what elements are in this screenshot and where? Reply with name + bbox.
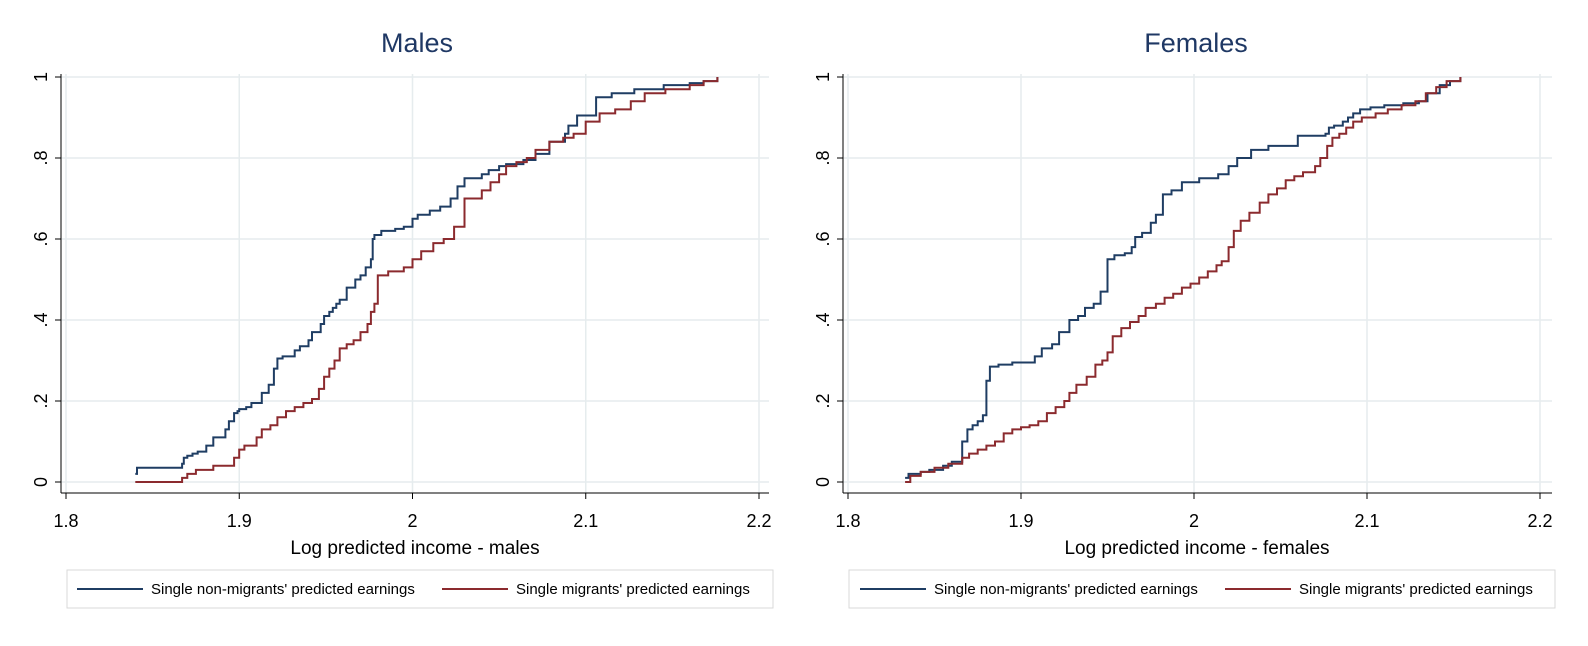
x-tick-label: 1.9 [227, 511, 252, 531]
y-tick-label: .8 [31, 150, 51, 165]
x-tick-label: 1.8 [53, 511, 78, 531]
legend-label-non-migrants: Single non-migrants' predicted earnings [934, 581, 1198, 598]
x-ticks: 1.8 1.9 2 2.1 2.2 [835, 493, 1553, 531]
chart-panel-females: Females 0 .2 .4 .6 .8 1 1.8 1.9 2 2.1 2.2 Log pre… [813, 28, 1556, 609]
y-ticks: 0 .2 .4 .6 .8 1 [31, 72, 61, 487]
y-tick-label: 1 [31, 72, 51, 82]
series-line-non-migrants [905, 77, 1462, 479]
series [135, 77, 719, 483]
y-tick-label: 0 [813, 477, 833, 487]
y-tick-label: 1 [813, 72, 833, 82]
grid [61, 74, 769, 493]
y-tick-label: .2 [31, 393, 51, 408]
x-ticks: 1.8 1.9 2 2.1 2.2 [53, 493, 772, 531]
chart-panel-males: Males 0 .2 .4 .6 .8 1 1.8 1.9 2 2.1 2.2 Log predi… [31, 28, 774, 609]
y-tick-label: 0 [31, 477, 51, 487]
y-tick-label: .2 [813, 393, 833, 408]
x-tick-label: 1.9 [1008, 511, 1033, 531]
chart-title: Females [1144, 28, 1248, 58]
y-ticks: 0 .2 .4 .6 .8 1 [813, 72, 843, 487]
axes [842, 74, 1552, 494]
y-tick-label: .4 [813, 312, 833, 327]
y-tick-label: .6 [813, 231, 833, 246]
series-line-non-migrants [135, 77, 719, 475]
chart-title: Males [381, 28, 453, 58]
x-tick-label: 2.2 [1527, 511, 1552, 531]
series-line-migrants [905, 77, 1462, 483]
legend-label-non-migrants: Single non-migrants' predicted earnings [151, 581, 415, 598]
legend: Single non-migrants' predicted earnings … [848, 569, 1556, 609]
y-tick-label: .6 [31, 231, 51, 246]
legend-label-migrants: Single migrants' predicted earnings [1299, 581, 1533, 598]
x-axis-title: Log predicted income - males [290, 538, 539, 559]
x-axis-title: Log predicted income - females [1064, 538, 1329, 559]
legend-box [848, 569, 1556, 609]
x-tick-label: 2.1 [1354, 511, 1379, 531]
x-tick-label: 2 [407, 511, 417, 531]
series [905, 77, 1462, 483]
y-tick-label: .8 [813, 150, 833, 165]
x-tick-label: 1.8 [835, 511, 860, 531]
legend-label-migrants: Single migrants' predicted earnings [516, 581, 750, 598]
x-tick-label: 2 [1189, 511, 1199, 531]
series-line-migrants [135, 77, 719, 483]
legend: Single non-migrants' predicted earnings … [66, 569, 774, 609]
y-tick-label: .4 [31, 312, 51, 327]
axes [60, 74, 769, 494]
x-tick-label: 2.2 [746, 511, 771, 531]
x-tick-label: 2.1 [573, 511, 598, 531]
legend-box [66, 569, 774, 609]
